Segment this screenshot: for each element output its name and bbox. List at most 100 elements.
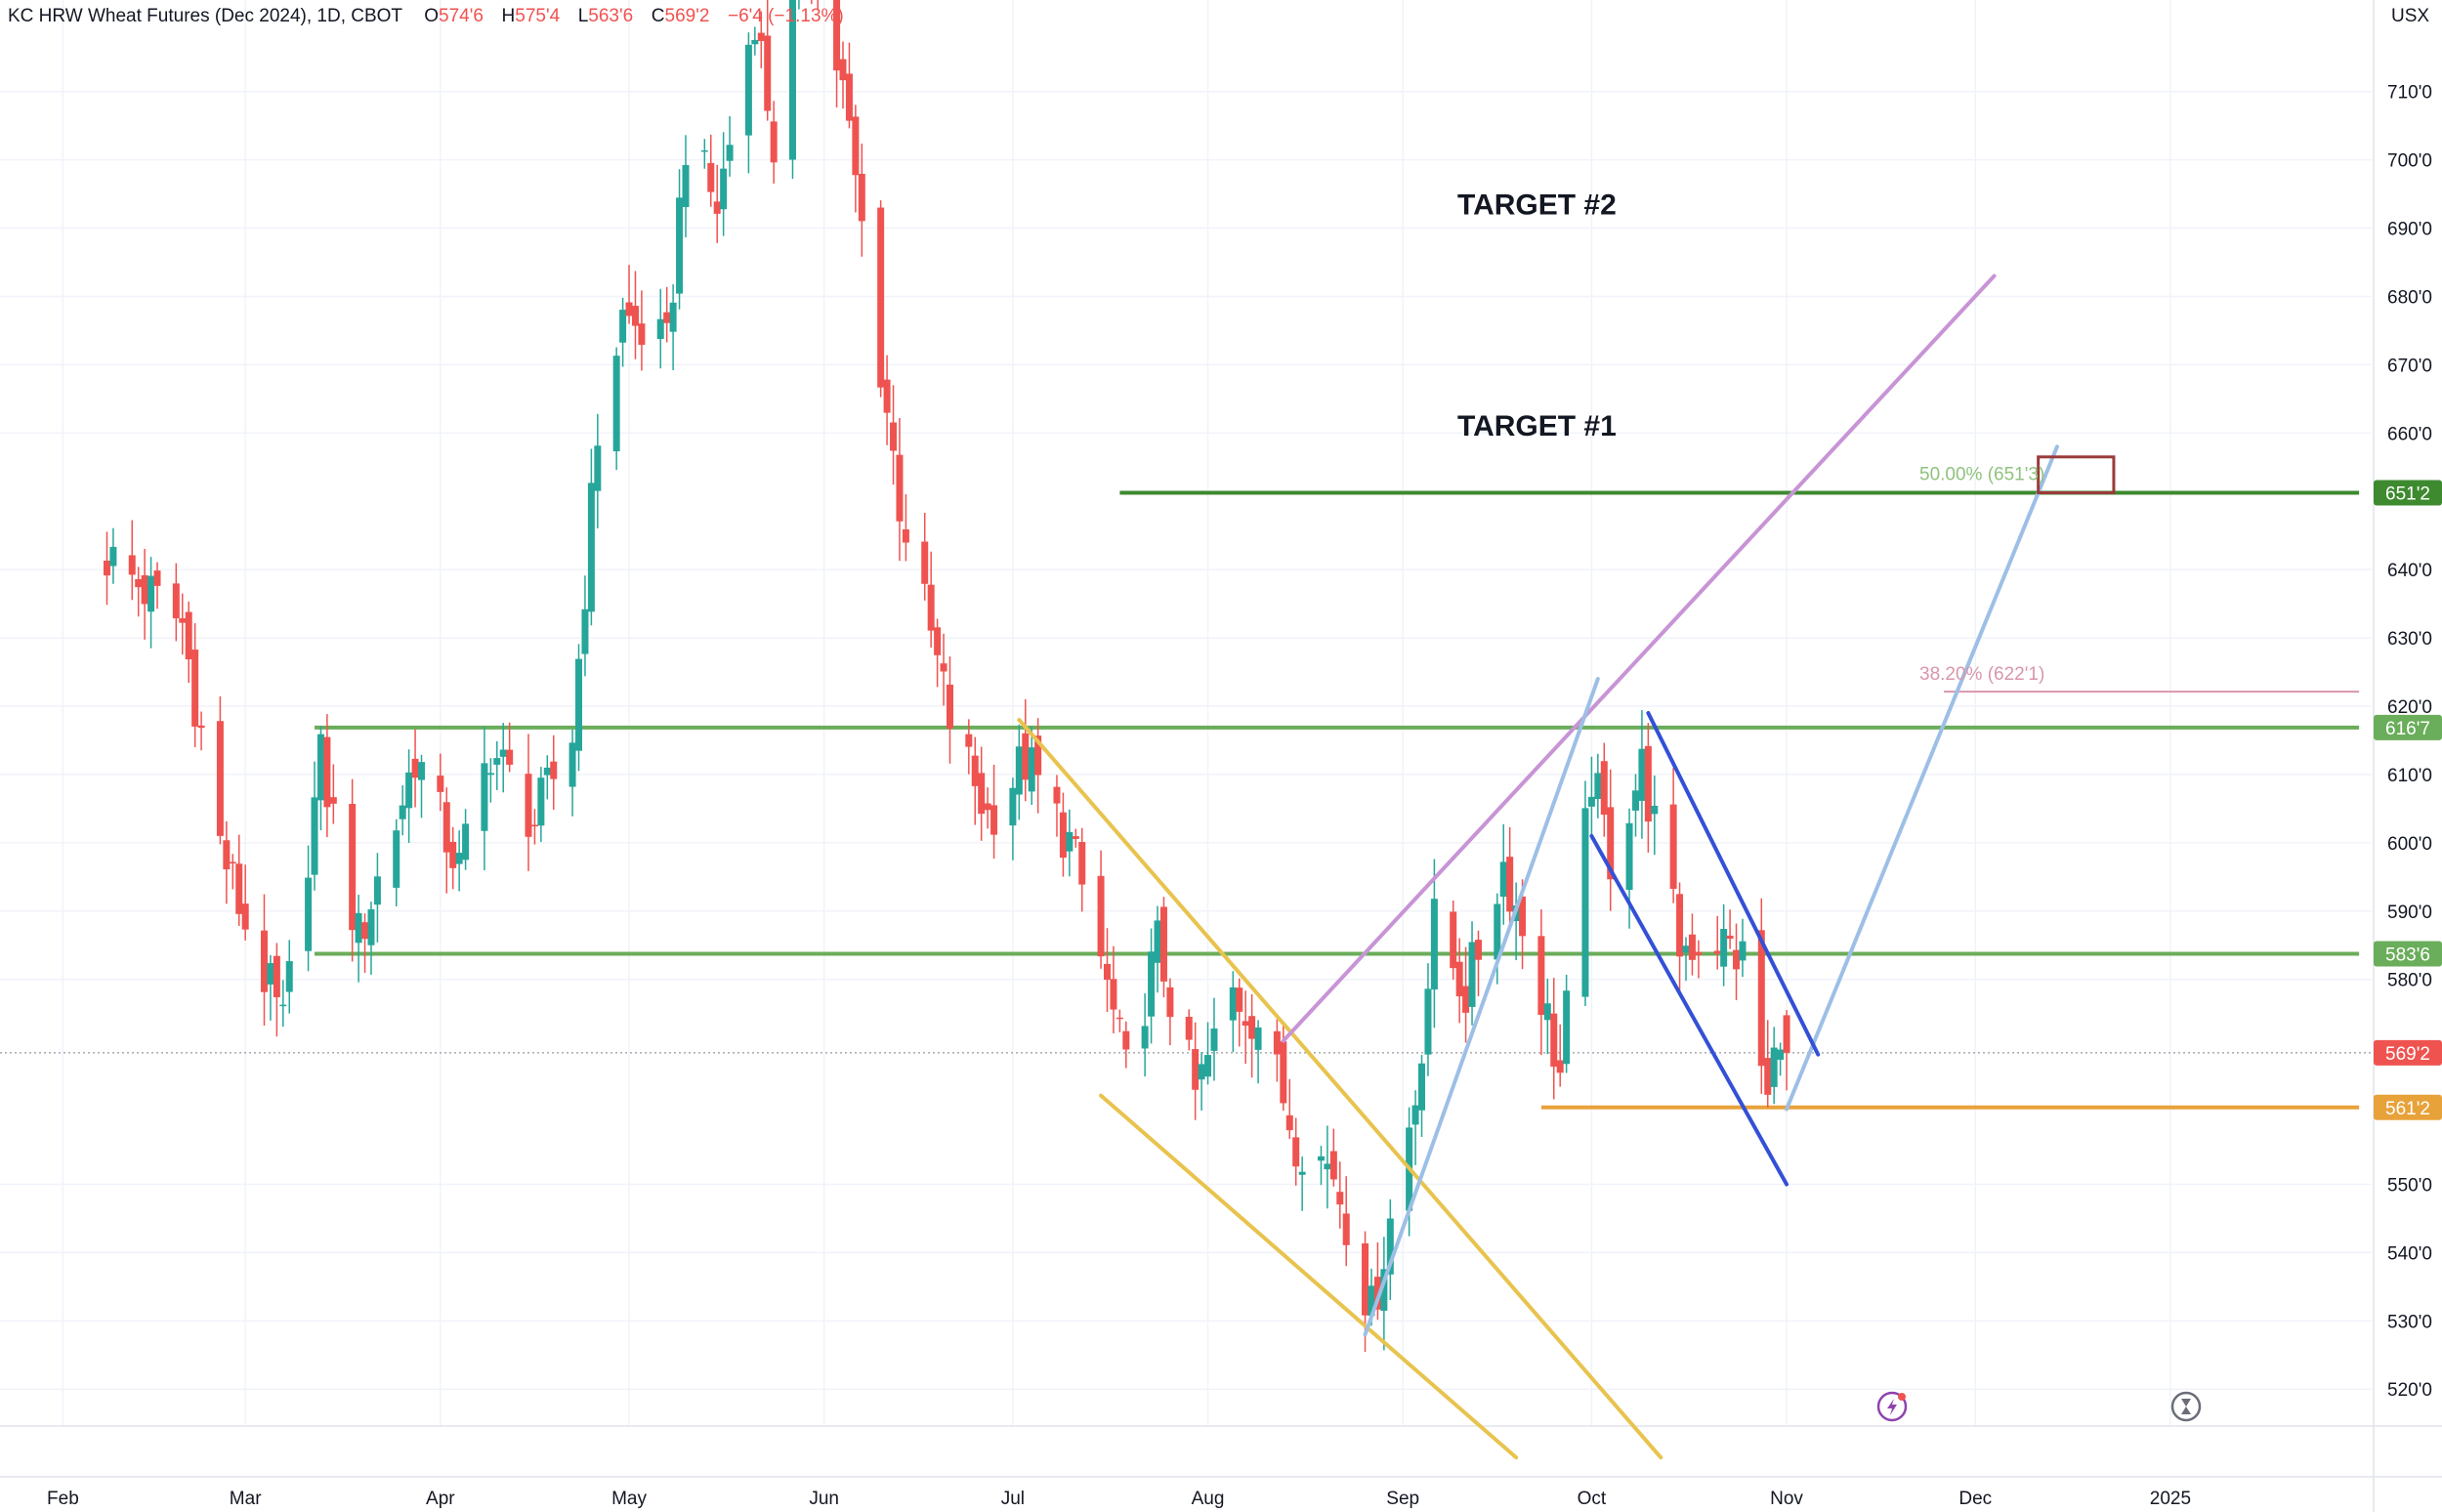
candle-body bbox=[1273, 1030, 1281, 1055]
candle-down bbox=[241, 864, 249, 941]
candle-body bbox=[1248, 1016, 1256, 1039]
price-tag: 651'2 bbox=[2374, 480, 2442, 506]
lightning-icon[interactable] bbox=[1876, 1391, 1908, 1422]
candle-body bbox=[676, 197, 684, 294]
candle-body bbox=[349, 804, 357, 931]
candle-down bbox=[530, 809, 538, 845]
candle-body bbox=[1066, 831, 1074, 852]
candle-down bbox=[811, 0, 813, 5]
candle-body bbox=[965, 734, 973, 747]
candle-body bbox=[1550, 1013, 1558, 1068]
candle-down bbox=[1242, 990, 1249, 1065]
candle-body bbox=[179, 618, 187, 623]
candle-body bbox=[1581, 808, 1589, 997]
candle-body bbox=[135, 579, 143, 588]
candle-body bbox=[581, 609, 589, 654]
candle-body bbox=[305, 877, 313, 951]
candle-up bbox=[1015, 724, 1023, 820]
candle-body bbox=[279, 1004, 287, 1007]
candle-body bbox=[1034, 735, 1042, 776]
time-axis: Feb Mar Apr May Jun Jul Aug Sep Oct Nov Dec 2025 bbox=[47, 1489, 2191, 1509]
candle-up bbox=[1625, 808, 1633, 929]
candle-down bbox=[1733, 923, 1741, 1000]
candle-body bbox=[103, 561, 110, 576]
hourglass-icon[interactable] bbox=[2170, 1391, 2202, 1422]
candle-body bbox=[285, 961, 293, 992]
fib38-label: 38.20% (622'1) bbox=[1919, 664, 2044, 685]
candle-body bbox=[550, 761, 558, 779]
candle-body bbox=[216, 721, 224, 836]
candle-body bbox=[399, 805, 406, 819]
candle-up bbox=[1148, 928, 1156, 1044]
candle-body bbox=[1563, 990, 1571, 1065]
candle-body bbox=[1110, 979, 1117, 1010]
candle-up bbox=[1720, 903, 1728, 987]
price-tag-text: 583'6 bbox=[2385, 945, 2430, 965]
candle-body bbox=[726, 145, 734, 161]
candle-body bbox=[1474, 940, 1482, 960]
symbol-title[interactable]: KC HRW Wheat Futures (Dec 2024), 1D, CBO… bbox=[8, 6, 402, 26]
candle-down bbox=[1248, 993, 1256, 1078]
candle-down bbox=[978, 746, 986, 841]
candle-body bbox=[1764, 1058, 1772, 1095]
candle-down bbox=[1053, 775, 1061, 837]
yellow-channel-bottom bbox=[1099, 1093, 1519, 1460]
candle-body bbox=[1185, 1016, 1193, 1040]
candle-down bbox=[845, 42, 853, 129]
candle-down bbox=[1462, 946, 1470, 1043]
price-tag-bg bbox=[2374, 1094, 2442, 1120]
candle-down bbox=[1607, 769, 1615, 911]
candle-body bbox=[1770, 1047, 1778, 1087]
candle-body bbox=[128, 555, 136, 575]
candle-body bbox=[663, 312, 671, 323]
candle-down bbox=[1373, 1241, 1381, 1321]
candle-body bbox=[1210, 1028, 1218, 1051]
candle-body bbox=[355, 912, 362, 944]
candle-body bbox=[141, 575, 148, 605]
candle-down bbox=[197, 711, 205, 751]
candle-body bbox=[109, 546, 117, 567]
candle-body bbox=[971, 755, 979, 786]
candle-down bbox=[1550, 978, 1558, 1100]
candle-body bbox=[1285, 1114, 1293, 1131]
candle-body bbox=[1625, 822, 1633, 891]
price-tick-label: 700'0 bbox=[2387, 151, 2432, 172]
price-tag: 583'6 bbox=[2374, 941, 2442, 967]
purple-uptrend bbox=[1281, 273, 1997, 1043]
candle-down bbox=[858, 143, 865, 257]
candle-body bbox=[1078, 842, 1086, 885]
candle-up bbox=[1141, 993, 1149, 1077]
candle-down bbox=[449, 826, 457, 890]
candle-body bbox=[525, 774, 532, 837]
candle-body bbox=[1317, 1155, 1325, 1161]
candle-up bbox=[147, 557, 155, 649]
candle-down bbox=[1342, 1176, 1350, 1267]
candle-up bbox=[462, 809, 470, 870]
blue-channel-upper bbox=[1646, 711, 1821, 1057]
candle-up bbox=[316, 726, 324, 831]
candle-body bbox=[1688, 934, 1696, 960]
chart-legend: KC HRW Wheat Futures (Dec 2024), 1D, CBO… bbox=[8, 6, 844, 27]
candle-body bbox=[1468, 942, 1476, 1007]
candle-up bbox=[305, 845, 313, 972]
candle-body bbox=[1783, 1015, 1790, 1053]
candle-down bbox=[223, 820, 231, 904]
candle-up bbox=[1587, 756, 1595, 840]
currency-label[interactable]: USX bbox=[2391, 6, 2430, 26]
candle-body bbox=[147, 575, 155, 612]
candle-up bbox=[1411, 1090, 1419, 1165]
candle-up bbox=[1066, 809, 1074, 877]
price-tick-label: 630'0 bbox=[2387, 629, 2432, 650]
target1-label: TARGET #1 bbox=[1457, 410, 1617, 442]
price-tick-label: 520'0 bbox=[2387, 1380, 2432, 1401]
candle-body bbox=[1739, 941, 1747, 961]
candle-body bbox=[1028, 747, 1035, 792]
candle-body bbox=[393, 830, 400, 888]
candle-body bbox=[1455, 961, 1463, 997]
price-tag-text: 561'2 bbox=[2385, 1099, 2430, 1119]
candle-body bbox=[1424, 988, 1432, 1055]
candle-body bbox=[367, 908, 375, 945]
candle-body bbox=[323, 736, 331, 808]
